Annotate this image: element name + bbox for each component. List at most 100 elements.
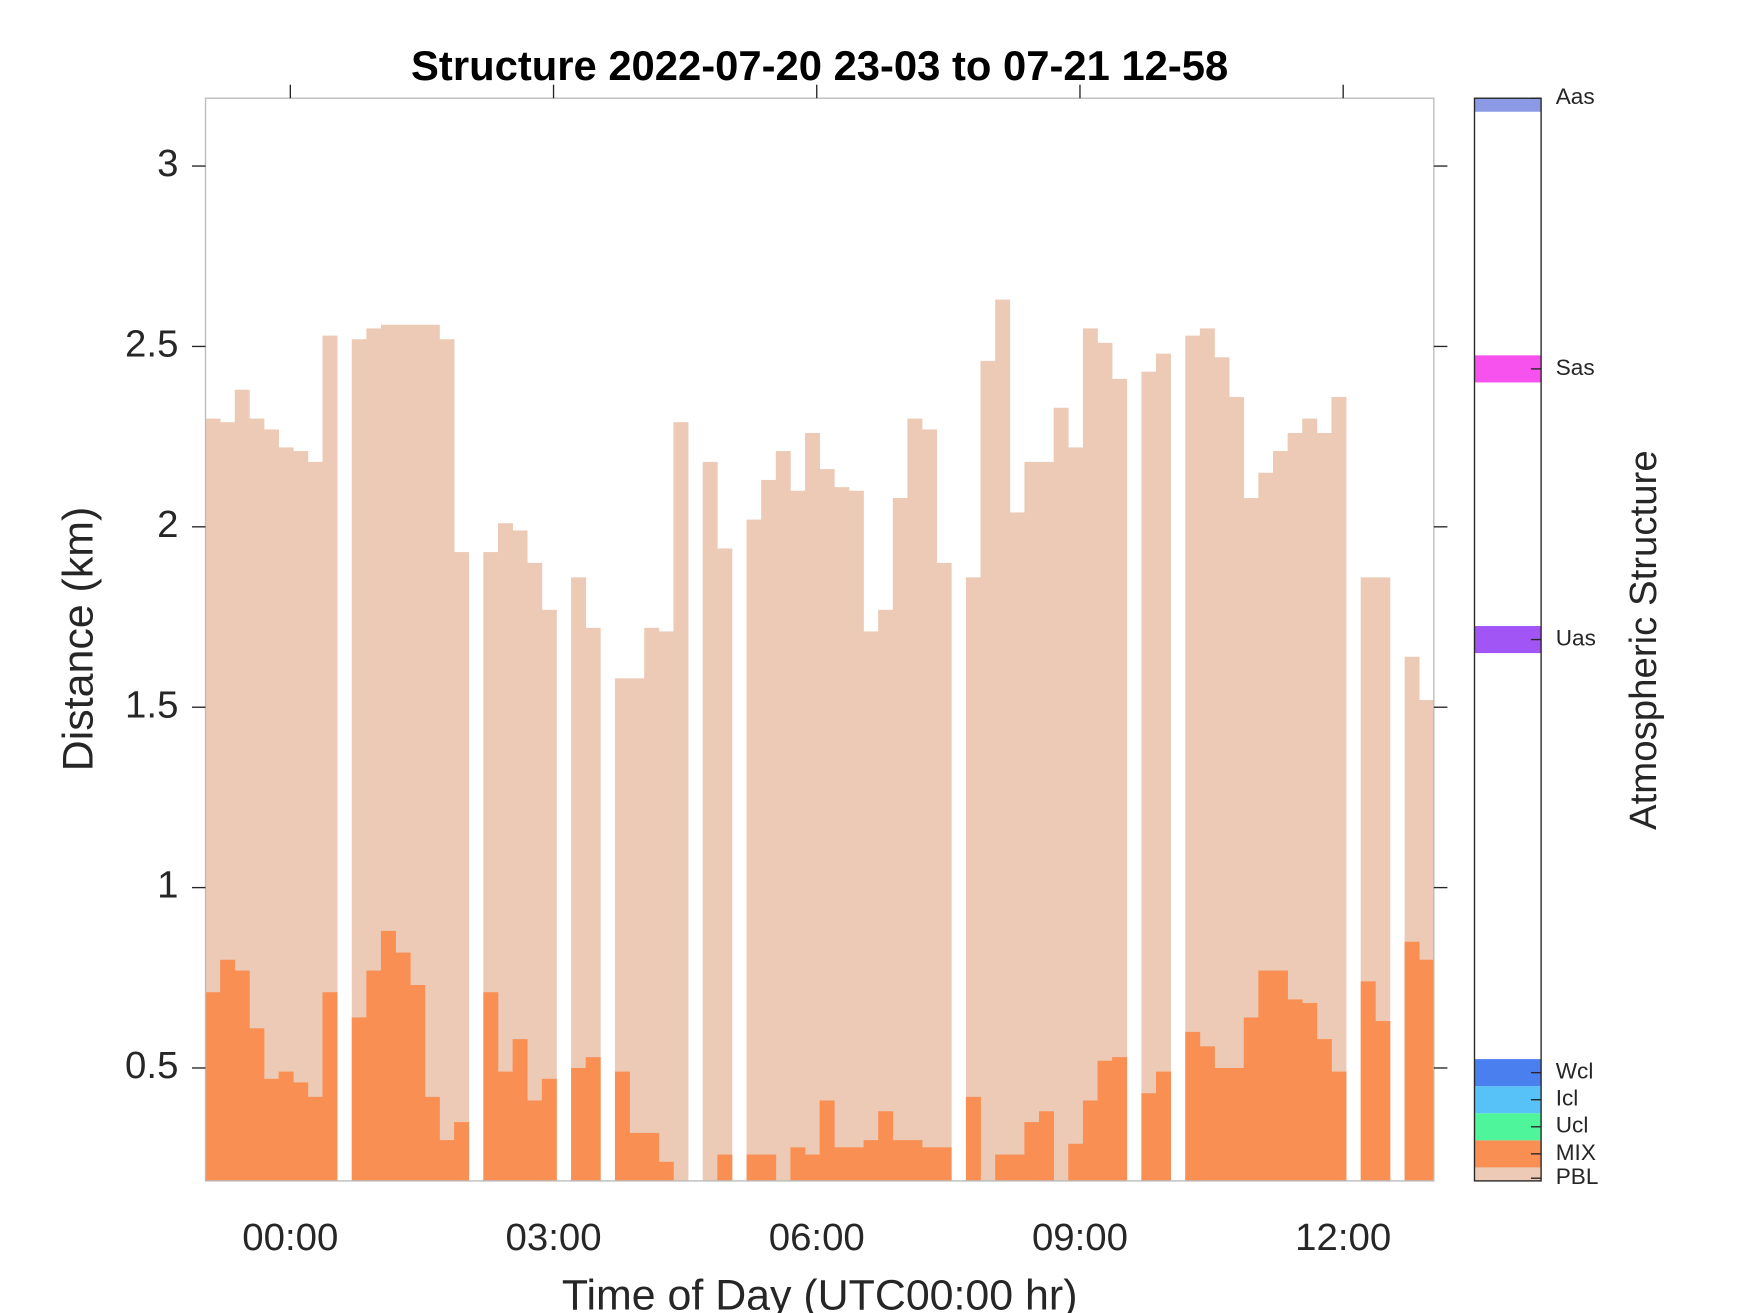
bar xyxy=(512,530,528,1181)
x-tick-label: 12:00 xyxy=(1295,1216,1391,1259)
bar xyxy=(834,487,850,1181)
bar xyxy=(1287,999,1303,1181)
bar xyxy=(351,339,367,1181)
bar xyxy=(658,1161,674,1181)
colorbar-tick-label: Icl xyxy=(1556,1086,1579,1111)
bar xyxy=(746,519,762,1181)
bar xyxy=(1272,970,1288,1181)
bar xyxy=(1419,959,1435,1181)
bar xyxy=(1097,342,1113,1181)
y-axis-label: Distance (km) xyxy=(55,507,103,772)
bar xyxy=(965,577,981,1181)
bar xyxy=(439,1140,455,1181)
bar xyxy=(380,930,396,1181)
bar xyxy=(307,1096,323,1181)
bar xyxy=(1404,941,1420,1181)
bar xyxy=(1229,396,1245,1181)
bar xyxy=(307,461,323,1181)
bar xyxy=(541,609,557,1181)
bar xyxy=(819,469,835,1181)
bar xyxy=(1156,353,1171,1181)
bar xyxy=(454,1122,470,1181)
bar xyxy=(220,959,236,1181)
bar xyxy=(351,1017,367,1181)
bar xyxy=(205,418,221,1181)
bar xyxy=(249,418,265,1181)
x-tick-label: 09:00 xyxy=(1032,1216,1128,1259)
bar xyxy=(541,1078,557,1181)
bar xyxy=(424,324,440,1181)
bar xyxy=(775,451,791,1181)
bar xyxy=(1141,1093,1157,1181)
bar xyxy=(1258,970,1274,1181)
bar xyxy=(234,970,250,1181)
bar xyxy=(1302,1003,1318,1181)
bar xyxy=(1243,1017,1259,1181)
colorbar-tick-label: Aas xyxy=(1556,84,1595,109)
bar xyxy=(790,1147,806,1181)
bar xyxy=(264,429,279,1181)
bar xyxy=(585,1057,601,1181)
bar xyxy=(644,1132,660,1181)
bar xyxy=(1316,1039,1332,1181)
bar xyxy=(717,548,733,1181)
bar xyxy=(1024,1122,1040,1181)
bar xyxy=(922,1147,938,1181)
bar xyxy=(1243,497,1259,1181)
y-tick-label: 1 xyxy=(157,864,178,907)
colorbar-tick-label: Ucl xyxy=(1556,1113,1589,1138)
bar xyxy=(805,1154,821,1181)
bar xyxy=(322,335,338,1181)
bar xyxy=(863,1140,879,1181)
bar xyxy=(1053,407,1069,1181)
bar xyxy=(571,577,587,1181)
chart-title: Structure 2022-07-20 23-03 to 07-21 12-5… xyxy=(411,42,1228,89)
bar xyxy=(1082,1100,1098,1181)
bar xyxy=(1097,1060,1113,1181)
bar xyxy=(1185,335,1201,1181)
bar xyxy=(1039,461,1054,1181)
colorbar-tick-label: Sas xyxy=(1556,355,1595,380)
bar xyxy=(410,985,426,1181)
plot-frame xyxy=(204,97,1435,1182)
bar xyxy=(614,1071,630,1181)
bar xyxy=(278,1071,294,1181)
bar xyxy=(395,952,411,1181)
bar xyxy=(965,1096,981,1181)
bar xyxy=(571,1067,587,1181)
bar xyxy=(1009,512,1025,1181)
bar xyxy=(497,523,513,1181)
bar xyxy=(278,447,294,1181)
colorbar-band xyxy=(1474,626,1542,654)
colorbar-label: Atmospheric Structure xyxy=(1622,450,1665,830)
bar xyxy=(366,970,382,1181)
bar xyxy=(995,1154,1011,1181)
bar xyxy=(790,490,806,1181)
bar xyxy=(834,1147,850,1181)
bar xyxy=(1375,1021,1391,1181)
bar xyxy=(322,992,338,1181)
bar xyxy=(1229,1067,1245,1181)
bar xyxy=(1082,328,1098,1181)
y-tick-label: 2.5 xyxy=(125,323,178,366)
bar xyxy=(848,1147,864,1181)
x-tick-label: 06:00 xyxy=(769,1216,865,1259)
bar xyxy=(366,328,382,1181)
bar xyxy=(1199,328,1215,1181)
bar xyxy=(658,631,674,1181)
colorbar-band xyxy=(1474,98,1542,112)
y-tick-label: 2 xyxy=(157,503,178,546)
bar xyxy=(527,1100,543,1181)
bar xyxy=(892,1140,908,1181)
bar xyxy=(1214,1067,1230,1181)
bar xyxy=(1287,433,1303,1181)
bar xyxy=(1156,1071,1171,1181)
bar xyxy=(1360,981,1376,1181)
colorbar-band xyxy=(1474,355,1542,383)
y-tick-label: 1.5 xyxy=(125,683,178,726)
colorbar-tick-label: PBL xyxy=(1556,1164,1599,1189)
bar xyxy=(527,562,543,1181)
bar xyxy=(936,1147,952,1181)
